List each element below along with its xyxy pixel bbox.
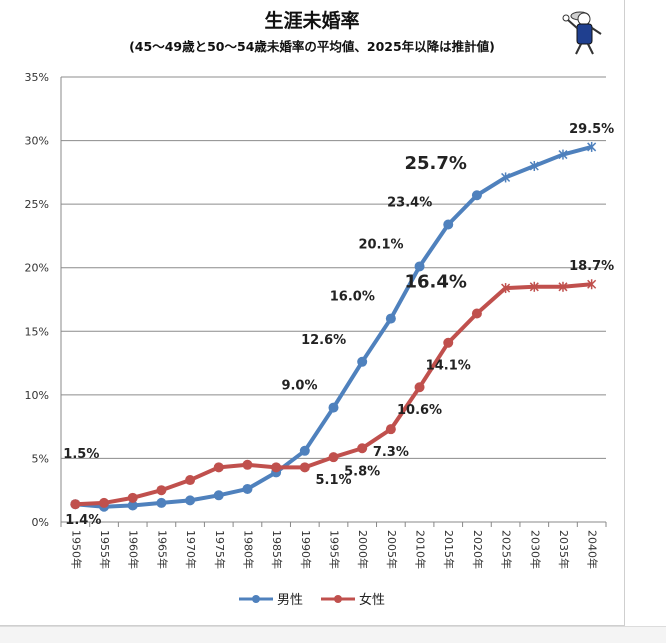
data-label: 29.5% xyxy=(569,122,614,137)
y-tick-label: 30% xyxy=(25,135,49,148)
point-female-projection xyxy=(501,283,511,294)
x-tick-label: 2005年 xyxy=(385,530,399,569)
point-male-projection xyxy=(529,161,539,171)
legend-swatch-female xyxy=(321,594,355,603)
x-tick-label: 1975年 xyxy=(213,530,227,569)
point-female-projection xyxy=(529,281,539,292)
point-male xyxy=(242,483,253,494)
x-tick-label: 1950年 xyxy=(69,530,83,569)
point-female xyxy=(385,424,396,435)
point-female xyxy=(357,443,368,454)
data-label: 20.1% xyxy=(358,237,403,252)
point-female-projection xyxy=(558,281,568,292)
mascot-icon xyxy=(562,11,602,55)
data-label: 18.7% xyxy=(569,259,614,274)
point-female xyxy=(299,462,310,473)
x-tick-label: 1970年 xyxy=(184,530,198,569)
data-label: 25.7% xyxy=(404,153,466,174)
point-male-projection xyxy=(501,172,511,183)
point-female xyxy=(213,462,224,473)
chart-frame: 生涯未婚率 (45～49歳と50～54歳未婚率の平均値、2025年以降は推計値)… xyxy=(0,0,625,626)
x-tick-label: 1995年 xyxy=(328,530,342,569)
x-tick-label: 2020年 xyxy=(471,530,485,569)
point-female xyxy=(271,462,282,473)
chart-subtitle: (45～49歳と50～54歳未婚率の平均値、2025年以降は推計値) xyxy=(129,39,495,54)
data-label: 12.6% xyxy=(301,333,346,348)
data-label: 9.0% xyxy=(281,379,317,394)
data-label: 10.6% xyxy=(397,403,442,418)
y-tick-label: 20% xyxy=(25,262,49,275)
x-tick-label: 1990年 xyxy=(299,530,313,569)
point-male xyxy=(471,190,482,201)
x-tick-label: 2015年 xyxy=(442,530,456,569)
x-tick-label: 2000年 xyxy=(356,530,370,569)
series-line-female xyxy=(75,282,592,507)
legend-label-female: 女性 xyxy=(359,593,386,608)
axes: 0% 5% 10% 15% 20% 25% 30% 35% 1950年 1955年 1960年 196… xyxy=(25,71,607,569)
chart-title: 生涯未婚率 xyxy=(264,10,360,32)
point-female xyxy=(70,499,81,510)
data-label: 23.4% xyxy=(387,195,432,210)
window-bottom-strip xyxy=(0,626,666,643)
data-label: 16.0% xyxy=(330,290,375,305)
data-label: 1.4% xyxy=(65,513,101,528)
x-tick-label: 2010年 xyxy=(414,530,428,569)
data-label: 14.1% xyxy=(426,359,471,374)
point-female xyxy=(443,337,454,348)
y-tick-label: 0% xyxy=(32,516,49,529)
x-tick-label: 2040年 xyxy=(586,530,600,569)
x-tick-label: 1980年 xyxy=(241,530,255,569)
point-female xyxy=(328,452,339,463)
point-male xyxy=(385,313,396,324)
legend-item-male: 男性 xyxy=(238,589,303,608)
point-male xyxy=(156,497,167,508)
point-female xyxy=(242,459,253,470)
point-female xyxy=(99,497,110,508)
y-tick-label: 35% xyxy=(25,71,49,84)
x-tick-label: 1985年 xyxy=(270,530,284,569)
y-tick-label: 15% xyxy=(25,325,49,338)
point-male xyxy=(299,445,310,456)
point-male xyxy=(414,261,425,272)
legend: 男性 女性 xyxy=(0,589,624,608)
series-lines xyxy=(70,141,597,512)
legend-item-female: 女性 xyxy=(321,589,385,608)
y-tick-label: 5% xyxy=(32,452,49,465)
point-female-projection xyxy=(587,279,597,290)
data-label: 5.1% xyxy=(315,473,351,488)
point-male xyxy=(185,495,196,506)
x-tick-label: 1960年 xyxy=(127,530,141,569)
point-female xyxy=(414,382,425,393)
y-tick-label: 10% xyxy=(25,389,49,402)
point-male-projection xyxy=(587,141,597,152)
data-label: 7.3% xyxy=(373,445,409,460)
point-male xyxy=(213,490,224,501)
x-tick-label: 2035年 xyxy=(557,530,571,569)
data-label: 16.4% xyxy=(404,271,466,292)
x-tick-label: 1965年 xyxy=(155,530,169,569)
point-male xyxy=(127,500,138,511)
point-male xyxy=(443,219,454,230)
point-male-projection xyxy=(558,149,568,160)
point-female xyxy=(156,485,167,496)
y-tick-label: 25% xyxy=(25,198,49,211)
legend-label-male: 男性 xyxy=(276,593,303,608)
x-tick-label: 2025年 xyxy=(500,530,514,569)
data-labels: 1.5% 1.4% 9.0% 12.6% 16.0% 20.1% 23.4% 25.7% 29.… xyxy=(63,122,614,528)
point-female xyxy=(185,475,196,486)
data-label: 5.8% xyxy=(344,464,380,479)
legend-swatch-male xyxy=(238,594,273,603)
x-tick-label: 2030年 xyxy=(528,530,542,569)
plot-area: 0% 5% 10% 15% 20% 25% 30% 35% 1950年 1955年 1960年 196… xyxy=(25,71,615,569)
data-label: 1.5% xyxy=(63,447,99,462)
point-female xyxy=(127,492,138,503)
point-male xyxy=(328,402,339,413)
x-tick-label: 1955年 xyxy=(98,530,112,569)
point-male xyxy=(357,356,368,367)
point-female xyxy=(471,308,482,319)
